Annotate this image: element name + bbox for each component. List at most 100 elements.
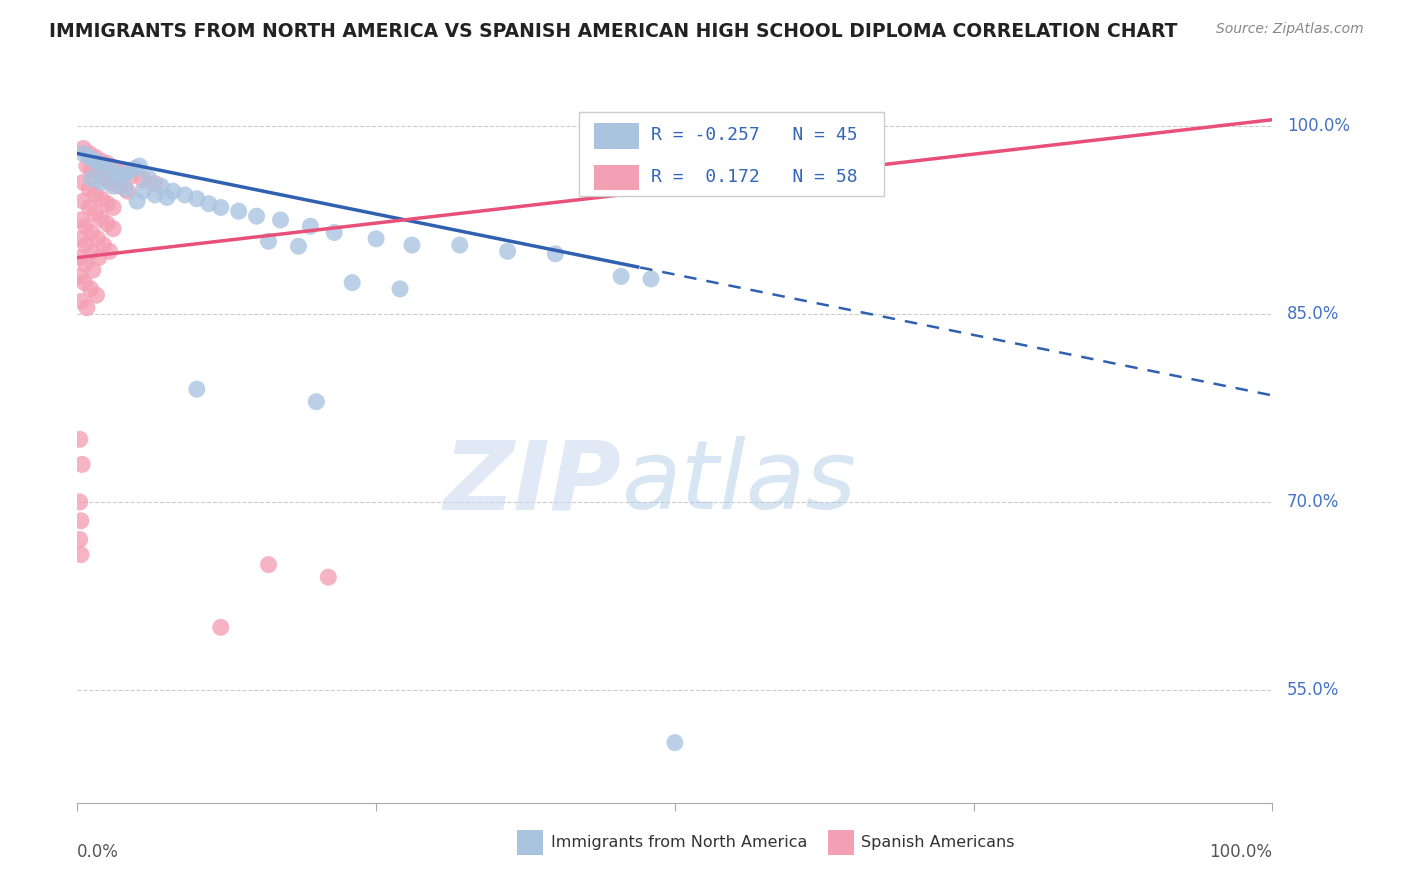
Point [76,159,98,173]
Point [80,244,103,259]
Point [75,238,97,252]
Point [72,142,94,156]
Point [96,217,118,231]
Point [84,154,107,169]
Point [69,533,91,547]
Point [70,514,93,528]
Point [449,238,471,252]
Text: atlas: atlas [621,436,856,530]
Point [544,247,567,261]
Point [111,165,134,179]
Point [117,184,139,198]
Point [124,161,146,176]
Point [84,150,107,164]
Point [72,194,94,209]
Text: Source: ZipAtlas.com: Source: ZipAtlas.com [1216,22,1364,37]
Point [496,244,519,259]
Point [174,187,197,202]
Point [79,282,101,296]
Point [75,219,97,234]
Point [228,204,250,219]
Point [186,192,208,206]
Text: R = -0.257   N = 45: R = -0.257 N = 45 [651,127,858,145]
Point [72,175,94,189]
Point [86,288,108,302]
Point [93,159,115,173]
Point [127,194,149,209]
Point [70,232,93,246]
Point [138,171,160,186]
Point [366,232,388,246]
Point [72,146,94,161]
Point [197,196,219,211]
Point [80,162,103,177]
Text: Spanish Americans: Spanish Americans [862,835,1015,850]
Point [257,234,280,248]
FancyBboxPatch shape [579,112,884,195]
Point [90,175,112,189]
Point [143,187,166,202]
Text: ZIP: ZIP [443,436,621,530]
Point [323,226,346,240]
Point [69,269,91,284]
Point [70,458,93,472]
Point [69,433,91,447]
Text: 0.0%: 0.0% [77,843,120,861]
Point [162,184,184,198]
Point [103,179,124,194]
Point [664,736,686,750]
Text: 100.0%: 100.0% [1286,117,1350,135]
Point [209,620,232,634]
Point [90,154,112,169]
Text: 70.0%: 70.0% [1286,493,1339,511]
Point [84,187,107,202]
Point [70,548,93,562]
Point [93,238,115,252]
Point [132,173,155,187]
Point [143,177,166,191]
Point [640,272,662,286]
Text: R =  0.172   N = 58: R = 0.172 N = 58 [651,169,858,186]
Point [73,276,96,290]
Bar [517,830,543,855]
Text: Immigrants from North America: Immigrants from North America [551,835,807,850]
Text: 100.0%: 100.0% [1209,843,1272,861]
Point [318,570,340,584]
Bar [593,123,640,149]
Point [79,201,101,215]
Point [98,244,121,259]
Point [246,209,269,223]
Point [117,165,139,179]
Point [70,251,93,265]
Point [82,263,104,277]
Point [96,156,118,170]
Point [90,192,112,206]
Text: IMMIGRANTS FROM NORTH AMERICA VS SPANISH AMERICAN HIGH SCHOOL DIPLOMA CORRELATIO: IMMIGRANTS FROM NORTH AMERICA VS SPANISH… [49,22,1178,41]
Point [305,394,328,409]
Point [79,150,101,164]
Point [80,171,103,186]
Point [70,294,93,309]
Point [114,181,136,195]
Text: 55.0%: 55.0% [1286,681,1339,699]
Point [610,269,633,284]
Point [186,382,208,396]
Point [342,276,364,290]
Point [104,167,127,181]
Point [80,226,103,240]
Point [100,162,122,177]
Point [388,282,412,296]
Point [96,196,118,211]
Point [111,169,134,183]
Point [79,181,101,195]
Point [79,146,101,161]
Point [69,495,91,509]
Point [87,167,110,181]
Point [87,251,110,265]
Point [108,179,131,194]
Point [87,156,110,170]
Point [93,171,115,186]
Point [150,179,173,194]
Point [299,219,322,234]
Point [86,232,108,246]
